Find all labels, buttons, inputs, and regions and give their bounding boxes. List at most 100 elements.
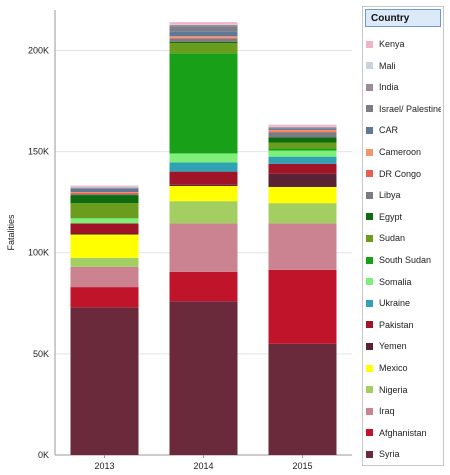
legend-title[interactable]: Country (365, 9, 441, 27)
bar-segment-libya[interactable] (70, 194, 139, 196)
legend-swatch (366, 83, 373, 91)
legend-item-somalia[interactable]: Somalia (366, 272, 441, 292)
bar-segment-mexico[interactable] (268, 186, 337, 204)
bar-segment-cameroon[interactable] (70, 192, 139, 193)
legend-item-afghanistan[interactable]: Afghanistan (366, 423, 441, 443)
bar-segment-nigeria[interactable] (169, 201, 238, 224)
stacked-bar-chart: 0K 50K 100K 150K 200K Fatalities 2013 2014 2015 (6, 10, 352, 471)
bar-segment-mali[interactable] (70, 186, 139, 188)
bar-segment-yemen[interactable] (169, 184, 238, 186)
bar-segment-kenya[interactable] (268, 124, 337, 127)
bar-segment-syria[interactable] (268, 343, 337, 455)
bar-segment-south-sudan[interactable] (268, 148, 337, 151)
bar-segment-dr-congo[interactable] (268, 131, 337, 133)
legend-swatch (366, 126, 373, 134)
legend-item-cameroon[interactable]: Cameroon (366, 142, 441, 162)
legend-swatch (366, 407, 373, 415)
bar-segment-sudan[interactable] (268, 142, 337, 149)
bar-segment-somalia[interactable] (268, 150, 337, 157)
legend-swatch (366, 321, 373, 329)
legend-label: Israel/ Palestine (379, 103, 441, 114)
bar-segment-india[interactable] (268, 127, 337, 129)
legend-label: Libya (379, 190, 401, 201)
legend-swatch (366, 40, 373, 48)
legend-label: Somalia (379, 276, 412, 287)
bar-segment-syria[interactable] (169, 301, 238, 455)
bar-segment-sudan[interactable] (169, 43, 238, 54)
bar-segment-pakistan[interactable] (169, 171, 238, 185)
legend-item-mexico[interactable]: Mexico (366, 358, 441, 378)
bar-segment-car[interactable] (70, 189, 139, 193)
bar-segment-egypt[interactable] (268, 137, 337, 143)
legend-item-ukraine[interactable]: Ukraine (366, 293, 441, 313)
legend-label: Mali (379, 60, 396, 71)
chart-canvas: 0K 50K 100K 150K 200K Fatalities 2013 2014 2015 (6, 10, 352, 471)
bar-segment-afghanistan[interactable] (70, 287, 139, 308)
legend-item-yemen[interactable]: Yemen (366, 336, 441, 356)
legend-swatch (366, 105, 373, 113)
bar-segment-iraq[interactable] (70, 266, 139, 288)
bar-segment-nigeria[interactable] (70, 257, 139, 267)
bar-segment-iraq[interactable] (169, 223, 238, 272)
legend-label: DR Congo (379, 168, 422, 179)
legend-item-syria[interactable]: Syria (366, 444, 441, 464)
bar-segment-pakistan[interactable] (268, 163, 337, 174)
bar-segment-libya[interactable] (169, 38, 238, 42)
bar-segment-car[interactable] (169, 31, 238, 37)
legend-swatch (366, 299, 373, 307)
legend-item-pakistan[interactable]: Pakistan (366, 315, 441, 335)
bar-segment-afghanistan[interactable] (169, 271, 238, 302)
bar-segment-mexico[interactable] (169, 185, 238, 202)
legend-label: Yemen (379, 341, 407, 352)
bar-segment-yemen[interactable] (268, 173, 337, 187)
bar-segment-cameroon[interactable] (268, 129, 337, 132)
bar-segment-afghanistan[interactable] (268, 269, 337, 344)
legend-item-car[interactable]: CAR (366, 120, 441, 140)
bar-segment-yemen[interactable] (70, 233, 139, 235)
bar-segment-somalia[interactable] (70, 218, 139, 224)
legend-label: Sudan (379, 233, 406, 244)
bar-segment-india[interactable] (169, 24, 238, 27)
legend-item-dr-congo[interactable]: DR Congo (366, 164, 441, 184)
legend-item-egypt[interactable]: Egypt (366, 207, 441, 227)
legend-swatch (366, 342, 373, 350)
bar-segment-egypt[interactable] (169, 41, 238, 44)
bar-segment-israel-palestine[interactable] (169, 26, 238, 32)
legend-item-nigeria[interactable]: Nigeria (366, 380, 441, 400)
legend-item-kenya[interactable]: Kenya (366, 34, 441, 54)
legend-swatch (366, 213, 373, 221)
bar-segment-south-sudan[interactable] (169, 53, 238, 154)
legend-item-south-sudan[interactable]: South Sudan (366, 250, 441, 270)
bar-segment-ukraine[interactable] (268, 156, 337, 164)
legend-label: Kenya (379, 39, 405, 49)
legend-item-iraq[interactable]: Iraq (366, 401, 441, 421)
bar-segment-libya[interactable] (268, 132, 337, 138)
bar-segment-somalia[interactable] (169, 153, 238, 163)
legend-item-mali[interactable]: Mali (366, 56, 441, 76)
bar-segment-pakistan[interactable] (70, 223, 139, 234)
bar-segment-india[interactable] (70, 187, 139, 189)
bar-segment-car[interactable] (268, 128, 337, 130)
bar-segment-egypt[interactable] (70, 195, 139, 204)
bar-segment-iraq[interactable] (268, 223, 337, 270)
legend-swatch (366, 170, 373, 178)
y-tick-label: 0K (38, 450, 49, 460)
legend-item-sudan[interactable]: Sudan (366, 228, 441, 248)
bar-segment-dr-congo[interactable] (169, 37, 238, 39)
bar-segment-nigeria[interactable] (268, 203, 337, 224)
x-tick-label: 2013 (94, 461, 114, 471)
bar-segment-mexico[interactable] (70, 234, 139, 258)
legend-item-israel-palestine[interactable]: Israel/ Palestine (366, 99, 441, 119)
bar-segment-dr-congo[interactable] (70, 192, 139, 195)
bar-segment-kenya[interactable] (169, 22, 238, 25)
bar-segment-syria[interactable] (70, 307, 139, 455)
bar-segment-cameroon[interactable] (169, 36, 238, 38)
bar-segment-mali[interactable] (169, 24, 238, 25)
legend-item-libya[interactable]: Libya (366, 185, 441, 205)
legend-label: Nigeria (379, 384, 408, 395)
bar-segment-sudan[interactable] (70, 203, 139, 219)
bar-segment-kenya[interactable] (70, 185, 139, 187)
bar-segment-ukraine[interactable] (169, 162, 238, 172)
legend-item-india[interactable]: India (366, 77, 441, 97)
y-tick-label: 200K (28, 45, 49, 55)
